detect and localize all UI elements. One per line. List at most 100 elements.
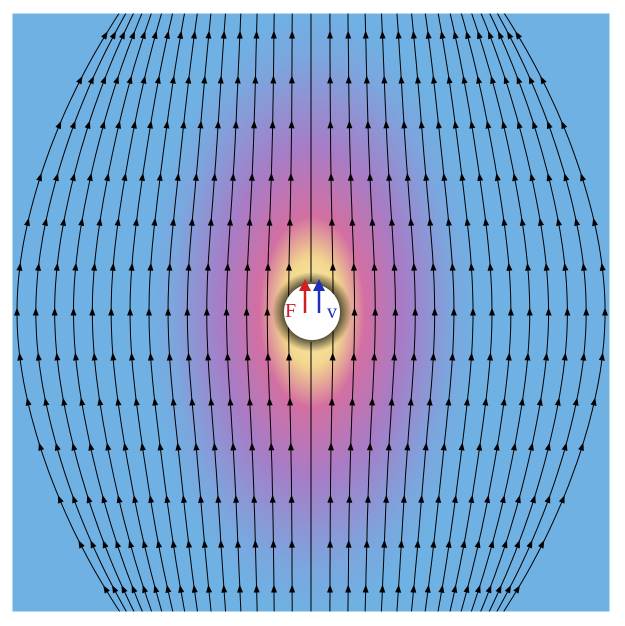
arrowhead-up-icon (371, 352, 378, 361)
arrowhead-up-icon (72, 352, 79, 361)
arrowhead-up-icon (515, 494, 521, 504)
streamlines (13, 12, 609, 613)
arrowhead-up-icon (410, 352, 417, 361)
arrowhead-up-icon (180, 120, 187, 129)
arrowhead-up-icon (327, 75, 334, 84)
arrowhead-up-icon (121, 584, 128, 594)
arrowhead-up-icon (474, 584, 481, 594)
arrowhead-up-icon (592, 217, 599, 227)
arrowhead-up-icon (510, 442, 517, 451)
arrowhead-up-icon (251, 494, 258, 503)
arrowhead-up-icon (495, 584, 502, 594)
force-arrowhead-icon (299, 279, 311, 291)
arrowhead-up-icon (201, 539, 208, 548)
arrowhead-up-icon (395, 30, 402, 39)
arrowhead-up-icon (501, 120, 508, 129)
arrowhead-up-icon (483, 217, 490, 226)
arrowhead-up-icon (544, 494, 551, 504)
arrowhead-up-icon (581, 262, 588, 271)
arrowhead-up-icon (243, 307, 250, 316)
arrowhead-up-icon (347, 172, 354, 181)
arrowhead-up-icon (193, 442, 200, 451)
arrowhead-up-icon (270, 539, 277, 548)
particle (284, 284, 340, 340)
arrowhead-up-icon (121, 172, 128, 182)
arrowhead-up-icon (139, 442, 146, 451)
arrowhead-up-icon (285, 262, 292, 271)
arrowhead-up-icon (235, 539, 242, 548)
arrowhead-up-icon (349, 217, 356, 226)
arrowhead-up-icon (554, 397, 561, 406)
arrowhead-up-icon (211, 442, 218, 451)
arrowhead-up-icon (102, 539, 109, 549)
arrowhead-up-icon (435, 120, 442, 129)
arrowhead-up-icon (486, 352, 493, 361)
arrowhead-up-icon (189, 397, 196, 406)
arrowhead-up-icon (54, 442, 61, 451)
arrowhead-up-icon (147, 352, 154, 361)
arrowhead-up-icon (407, 397, 414, 406)
arrowhead-up-icon (99, 120, 106, 129)
arrowhead-up-icon (445, 397, 452, 406)
arrowhead-up-icon (408, 217, 415, 226)
arrowhead-up-icon (501, 217, 508, 226)
arrowhead-up-icon (530, 494, 536, 504)
arrowhead-up-icon (395, 584, 402, 593)
arrowhead-up-icon (156, 172, 163, 182)
arrowhead-up-icon (86, 494, 93, 504)
arrowhead-up-icon (514, 539, 520, 549)
arrowhead-up-icon (220, 30, 227, 39)
arrowhead-up-icon (51, 307, 58, 316)
arrowhead-up-icon (546, 172, 553, 182)
arrowhead-up-icon (487, 262, 494, 271)
arrowhead-up-icon (288, 494, 295, 503)
arrowhead-up-icon (174, 172, 181, 182)
arrowhead-up-icon (439, 30, 446, 39)
arrowhead-up-icon (89, 307, 96, 316)
arrowhead-up-icon (367, 172, 374, 181)
arrowhead-up-icon (562, 262, 569, 271)
arrowhead-up-icon (152, 397, 159, 406)
arrowhead-up-icon (493, 442, 500, 451)
arrowhead-up-icon (101, 31, 108, 40)
arrowhead-up-icon (484, 494, 491, 504)
arrowhead-up-icon (60, 217, 66, 227)
arrowhead-up-icon (287, 172, 294, 181)
arrowhead-up-icon (289, 584, 296, 593)
arrowhead-up-icon (388, 397, 395, 406)
arrowhead-up-icon (157, 442, 164, 451)
arrowhead-up-icon (451, 494, 458, 504)
arrowhead-up-icon (470, 307, 477, 316)
arrowhead-up-icon (363, 539, 370, 548)
arrowhead-up-icon (411, 30, 417, 39)
arrowhead-up-icon (423, 172, 430, 181)
arrowhead-up-icon (536, 397, 543, 406)
arrowhead-up-icon (544, 442, 551, 451)
arrowhead-up-icon (35, 262, 42, 271)
arrowhead-up-icon (270, 75, 277, 84)
arrowhead-up-icon (345, 30, 352, 39)
velocity-arrow (313, 279, 325, 313)
arrowhead-up-icon (79, 397, 86, 406)
arrowhead-up-icon (500, 397, 507, 406)
arrowhead-up-icon (507, 307, 514, 316)
arrowhead-up-icon (580, 352, 587, 361)
arrowhead-up-icon (198, 494, 205, 503)
arrowhead-up-icon (410, 584, 417, 593)
arrowhead-up-icon (468, 352, 475, 361)
arrowhead-up-icon (411, 262, 418, 271)
arrowhead-up-icon (526, 307, 533, 316)
arrowhead-up-icon (383, 494, 390, 503)
arrowhead-up-icon (328, 172, 335, 181)
arrowhead-up-icon (362, 30, 369, 39)
arrowhead-up-icon (205, 30, 212, 39)
arrowhead-up-icon (563, 172, 570, 182)
arrowhead-up-icon (505, 352, 512, 361)
arrowhead-up-icon (215, 494, 222, 503)
arrowhead-up-icon (446, 217, 452, 226)
arrowhead-up-icon (128, 262, 135, 271)
arrowhead-up-icon (76, 75, 83, 85)
arrowhead-up-icon (547, 120, 553, 130)
arrowhead-up-icon (91, 352, 98, 361)
arrowhead-up-icon (422, 442, 429, 451)
